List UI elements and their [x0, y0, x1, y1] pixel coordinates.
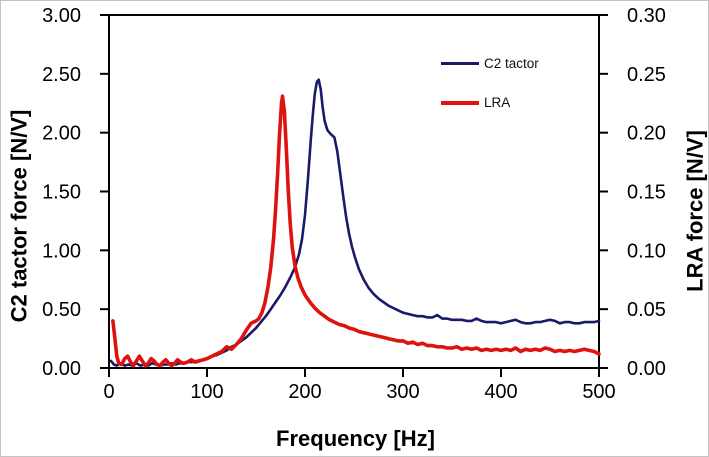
right-y-tick-label: 0.10	[627, 240, 666, 262]
lra-line-swatch	[441, 100, 479, 105]
legend-label-lra: LRA	[484, 95, 511, 110]
left-y-tick-label: 3.00	[42, 5, 81, 27]
legend: C2 tactor LRA	[441, 51, 539, 115]
x-tick-label: 200	[288, 381, 321, 403]
c2-tactor-line-swatch	[441, 62, 479, 65]
x-axis-title: Frequency [Hz]	[276, 426, 435, 451]
left-y-tick-label: 0.00	[42, 358, 81, 380]
curve-lra	[111, 94, 601, 368]
right-y-tick-label: 0.05	[627, 299, 666, 321]
x-tick-label: 0	[103, 381, 114, 403]
left-y-tick-label: 2.00	[42, 123, 81, 145]
legend-item-lra: LRA	[441, 90, 539, 115]
right-y-tick-label: 0.15	[627, 182, 666, 204]
legend-label-c2-tactor: C2 tactor	[484, 56, 539, 71]
left-y-tick-label: 0.50	[42, 299, 81, 321]
right-y-tick-label: 0.20	[627, 123, 666, 145]
left-y-tick-label: 1.50	[42, 182, 81, 204]
x-tick-label: 400	[484, 381, 517, 403]
right-y-tick-label: 0.25	[627, 64, 666, 86]
right-y-tick-label: 0.00	[627, 358, 666, 380]
legend-item-c2-tactor: C2 tactor	[441, 51, 539, 76]
left-y-tick-label: 1.00	[42, 240, 81, 262]
left-y-tick-label: 2.50	[42, 64, 81, 86]
x-tick-label: 500	[582, 381, 615, 403]
curve-c2-tactor	[109, 78, 601, 367]
right-y-tick-label: 0.30	[627, 5, 666, 27]
x-tick-label: 100	[190, 381, 223, 403]
x-tick-label: 300	[386, 381, 419, 403]
